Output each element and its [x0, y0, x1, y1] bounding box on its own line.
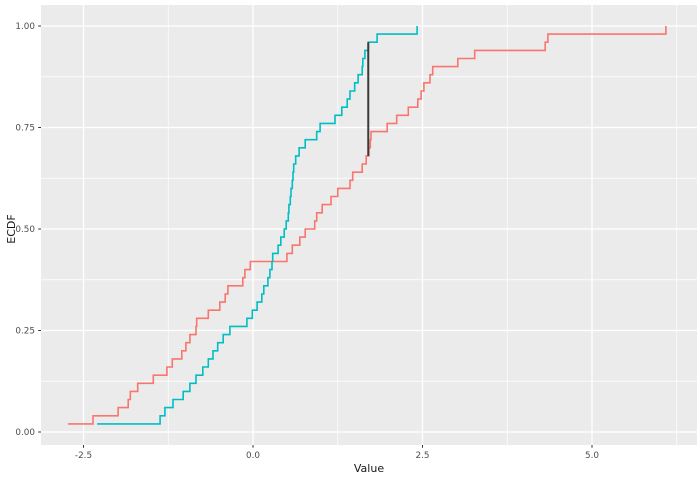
- y-tick-label: 0.25: [15, 327, 35, 337]
- y-tick-label: 0.00: [15, 428, 35, 438]
- x-axis-title: Value: [354, 462, 384, 475]
- y-tick-label: 0.75: [15, 124, 35, 134]
- y-tick-label: 1.00: [15, 22, 35, 32]
- y-tick-label: 0.50: [15, 225, 35, 235]
- ecdf-step-sample2: [97, 26, 418, 425]
- ecdf-step-sample1: [67, 26, 667, 425]
- x-tick-label: 0.0: [246, 451, 260, 461]
- x-tick-label: 2.5: [416, 451, 430, 461]
- x-tick-label: 5.0: [585, 451, 599, 461]
- y-axis-title: ECDF: [5, 214, 18, 243]
- x-tick-label: -2.5: [75, 451, 92, 461]
